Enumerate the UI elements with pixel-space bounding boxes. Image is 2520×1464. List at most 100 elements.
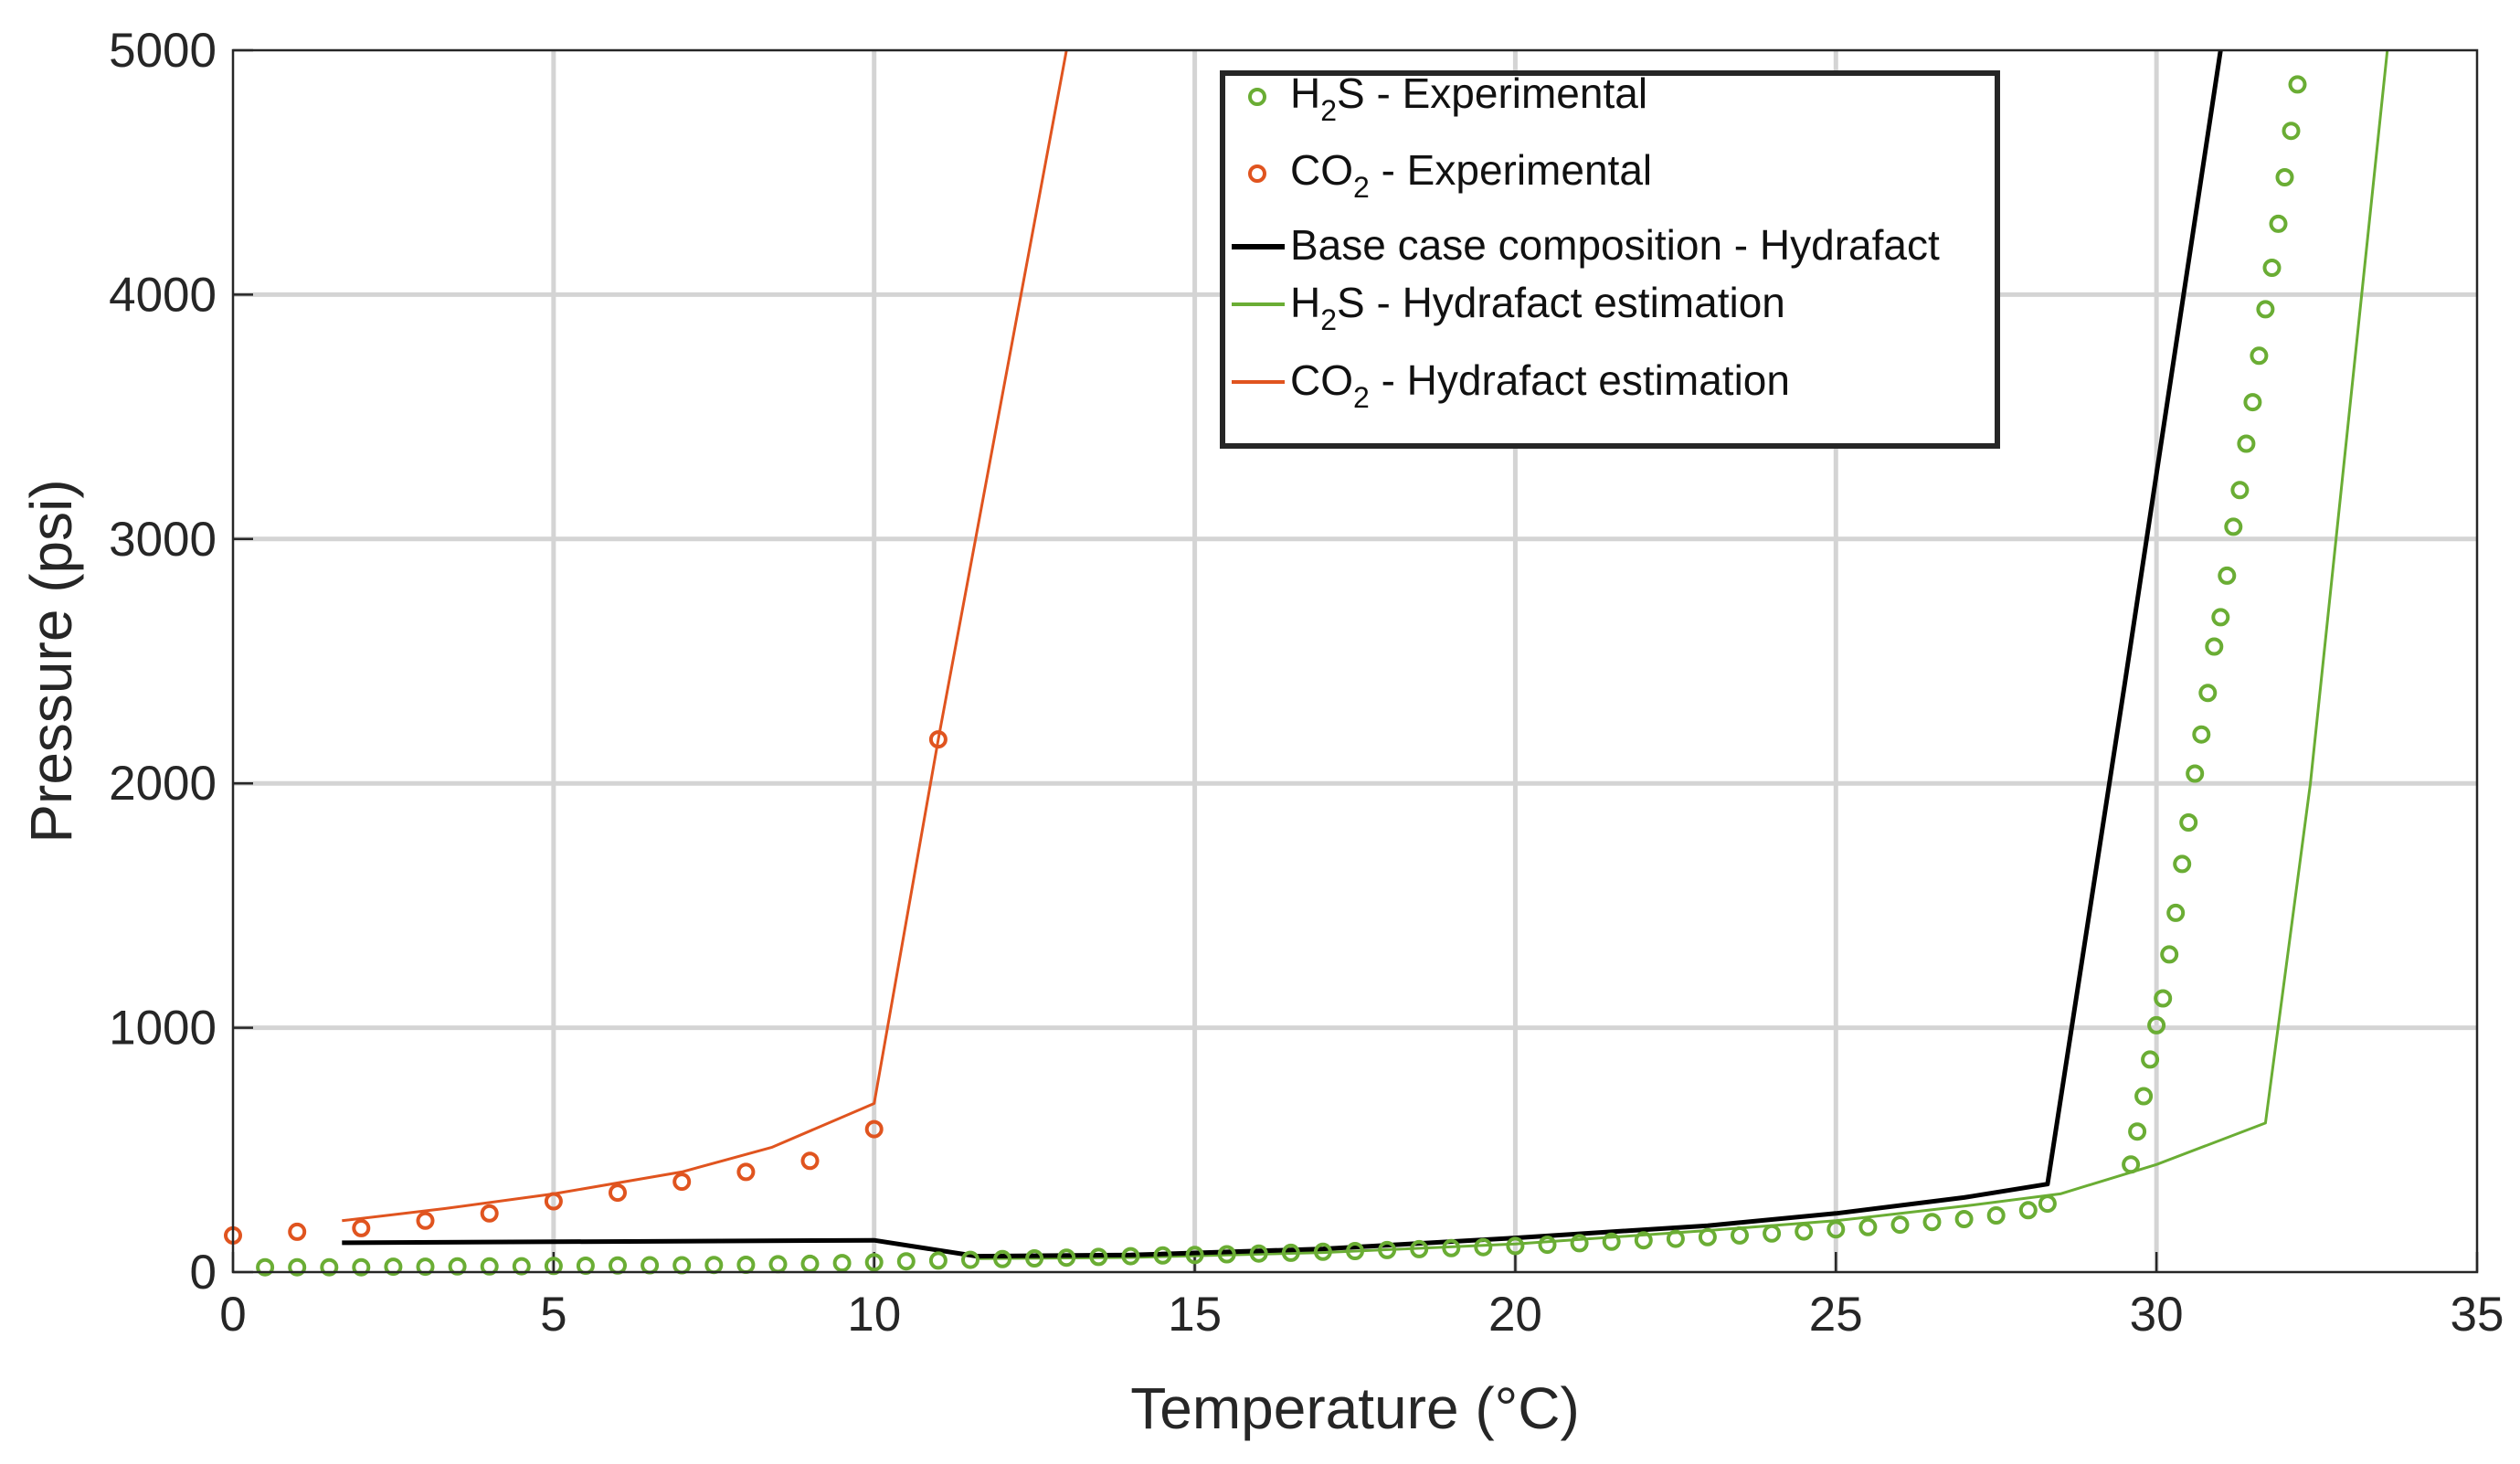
h2s-experimental-point <box>1378 1240 1397 1259</box>
co2-experimental-point <box>736 1162 756 1182</box>
co2-hydrafact-estimation-line <box>342 49 1068 1223</box>
legend-label: CO2 - Hydrafact estimation <box>1290 356 1790 414</box>
h2s-experimental-point <box>1474 1237 1493 1257</box>
h2s-experimental-point <box>1763 1224 1782 1243</box>
h2s-experimental-point <box>1185 1246 1204 1265</box>
h2s-hydrafact-estimation-line <box>976 49 2389 1260</box>
legend-entry-h2s-experimental: H2S - Experimental <box>1248 69 1647 127</box>
legend-entry-h2s-hydrafact-estimation: H2S - Hydrafact estimation <box>1232 279 1785 336</box>
h2s-experimental-point <box>2134 1087 2154 1106</box>
h2s-experimental-point <box>2147 1015 2166 1034</box>
co2-experimental-point <box>544 1192 563 1211</box>
y-tick-label: 0 <box>190 1246 217 1300</box>
co2-experimental-point <box>609 1183 627 1203</box>
h2s-experimental-point <box>1057 1248 1076 1268</box>
y-axis-label: Pressure (psi) <box>18 479 84 843</box>
h2s-experimental-point <box>256 1257 275 1277</box>
co2-experimental-point <box>480 1204 499 1223</box>
h2s-experimental-point <box>1698 1227 1717 1247</box>
h2s-experimental-point <box>448 1257 467 1276</box>
data-series <box>224 49 2389 1277</box>
h2s-experimental-point <box>2166 903 2186 922</box>
h2s-experimental-point <box>993 1249 1012 1268</box>
co2-experimental-point <box>288 1222 307 1241</box>
h2s-experimental-point <box>2038 1194 2057 1214</box>
h2s-experimental-point <box>2211 608 2230 627</box>
legend-label: H2S - Hydrafact estimation <box>1290 279 1785 336</box>
legend-entry-co2-experimental: CO2 - Experimental <box>1248 146 1652 204</box>
series-co2-experimental <box>224 730 948 1245</box>
y-tick-label: 5000 <box>109 24 217 78</box>
base-case-composition-hydrafact-line <box>342 49 2223 1259</box>
h2s-experimental-point <box>1795 1222 1814 1241</box>
h2s-experimental-point <box>896 1252 916 1271</box>
x-tick-label: 0 <box>219 1288 246 1342</box>
legend: H2S - Experimental CO2 - Experimental Base… <box>1220 69 2000 449</box>
legend-label: H2S - Experimental <box>1290 69 1647 127</box>
co2-experimental-point <box>864 1119 884 1139</box>
y-tick-label: 4000 <box>109 268 217 322</box>
h2s-experimental-point <box>352 1257 371 1277</box>
h2s-experimental-point <box>1666 1229 1685 1248</box>
legend-entry-co2-hydrafact-estimation: CO2 - Hydrafact estimation <box>1232 356 1790 414</box>
h2s-experimental-point <box>2205 637 2224 656</box>
h2s-experimental-point <box>2224 517 2243 536</box>
h2s-experimental-point <box>2288 75 2307 94</box>
h2s-experimental-point <box>480 1257 499 1276</box>
legend-entry-base-case-composition-hydrafact: Base case composition - Hydrafact <box>1232 221 1940 269</box>
co2-experimental-point <box>416 1211 435 1230</box>
x-tick-label: 10 <box>847 1288 901 1342</box>
h2s-experimental-point <box>1826 1220 1846 1239</box>
h2s-experimental-point <box>2250 346 2269 366</box>
h2s-experimental-point <box>2256 300 2275 319</box>
h2s-experimental-point <box>320 1257 339 1277</box>
series-h2s-experimental <box>256 75 2307 1277</box>
x-tick-label: 35 <box>2451 1288 2504 1342</box>
h2s-experimental-point <box>864 1253 884 1272</box>
co2-experimental-point <box>672 1172 692 1192</box>
co2-experimental-point <box>928 730 948 749</box>
h2s-experimental-point <box>2237 434 2256 453</box>
h2s-experimental-point <box>1986 1206 2006 1225</box>
h2s-experimental-point <box>416 1257 435 1277</box>
x-tick-label: 15 <box>1168 1288 1222 1342</box>
h2s-experimental-point <box>1538 1236 1557 1255</box>
y-tick-label: 3000 <box>109 513 217 567</box>
x-axis-ticks: 0 5 10 15 20 25 30 35 <box>219 1252 2504 1342</box>
h2s-experimental-point <box>2282 122 2301 141</box>
h2s-experimental-point <box>2218 566 2237 585</box>
h2s-experimental-point <box>2275 168 2294 186</box>
h2s-experimental-point <box>832 1254 852 1273</box>
x-tick-label: 5 <box>540 1288 566 1342</box>
legend-label: Base case composition - Hydrafact <box>1290 221 1940 269</box>
h2s-experimental-point <box>1506 1236 1525 1256</box>
x-axis-label: Temperature (°C) <box>1130 1375 1580 1441</box>
h2s-experimental-point <box>2173 854 2192 874</box>
h2s-experimental-point <box>2141 1050 2160 1069</box>
h2s-experimental-point <box>1153 1246 1172 1265</box>
h2s-experimental-point <box>2269 214 2288 233</box>
legend-box <box>1220 70 2000 449</box>
legend-items: H2S - Experimental CO2 - Experimental Base… <box>1232 69 1940 414</box>
y-axis-ticks: 0 1000 2000 3000 4000 5000 <box>109 24 253 1300</box>
h2s-experimental-point <box>2122 1155 2141 1174</box>
h2s-experimental-point <box>1217 1245 1236 1264</box>
axes-frame <box>231 48 2479 1274</box>
h2s-experimental-point <box>2192 725 2211 744</box>
h2s-experimental-point <box>2186 764 2205 783</box>
series-co2-hydrafact-estimation <box>342 49 1068 1223</box>
h2s-experimental-point <box>1954 1210 1974 1228</box>
h2s-experimental-point <box>1346 1242 1364 1260</box>
h2s-experimental-point <box>1313 1242 1332 1261</box>
h2s-experimental-point <box>961 1250 979 1269</box>
h2s-experimental-point <box>2128 1122 2147 1141</box>
h2s-experimental-point <box>1570 1234 1589 1253</box>
y-tick-label: 1000 <box>109 1002 217 1056</box>
legend-swatch <box>1248 164 1266 183</box>
h2s-experimental-point <box>1890 1215 1910 1235</box>
h2s-experimental-point <box>384 1257 403 1277</box>
h2s-experimental-point <box>2243 393 2262 412</box>
co2-experimental-point <box>800 1151 820 1171</box>
h2s-experimental-point <box>1922 1213 1942 1232</box>
h2s-experimental-point <box>2198 684 2218 703</box>
